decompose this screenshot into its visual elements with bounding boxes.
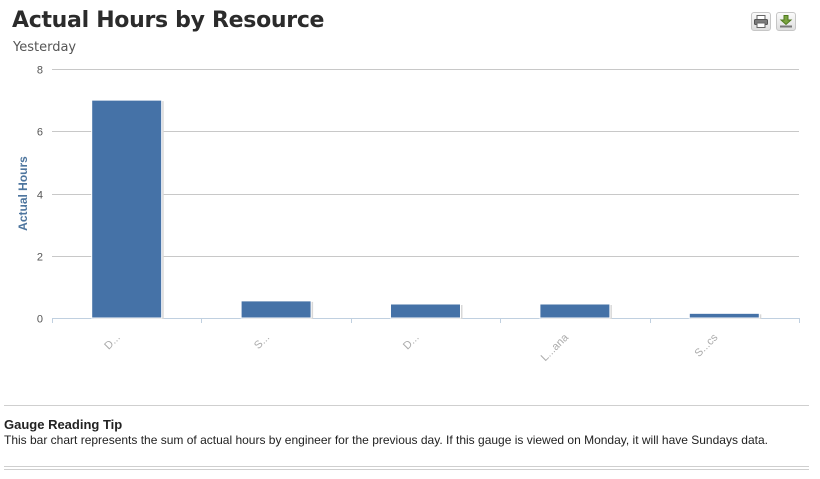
x-category-label: D...: [401, 332, 422, 353]
y-tick-label: 2: [37, 252, 43, 264]
y-tick-label: 4: [37, 190, 43, 202]
y-tick-label: 6: [37, 127, 43, 139]
bar: [390, 303, 461, 319]
tip-text: This bar chart represents the sum of act…: [4, 433, 768, 447]
bar: [539, 303, 611, 319]
tip-divider-top: [4, 405, 809, 406]
download-button[interactable]: [776, 12, 796, 31]
y-axis-title: Actual Hours: [16, 156, 30, 231]
x-category-label: L...ana: [539, 331, 572, 364]
bar: [91, 99, 163, 319]
page-subtitle: Yesterday: [13, 40, 77, 55]
y-tick-label: 8: [37, 65, 43, 77]
bar: [688, 312, 760, 319]
print-button[interactable]: [751, 12, 771, 31]
bar: [240, 300, 312, 319]
bar-chart: 0 2 4 6 8 Actual Hours D... S... D... L...ana S...…: [16, 65, 800, 364]
download-icon: [779, 15, 793, 28]
tip-title: Gauge Reading Tip: [4, 417, 123, 432]
tip-divider-bottom: [4, 466, 809, 470]
printer-icon: [754, 15, 768, 28]
x-category-label: D...: [102, 332, 123, 353]
x-category-label: S...: [252, 332, 272, 352]
y-tick-label: 0: [37, 314, 43, 326]
page-title: Actual Hours by Resource: [12, 8, 325, 33]
x-category-label: S...cs: [692, 331, 720, 359]
